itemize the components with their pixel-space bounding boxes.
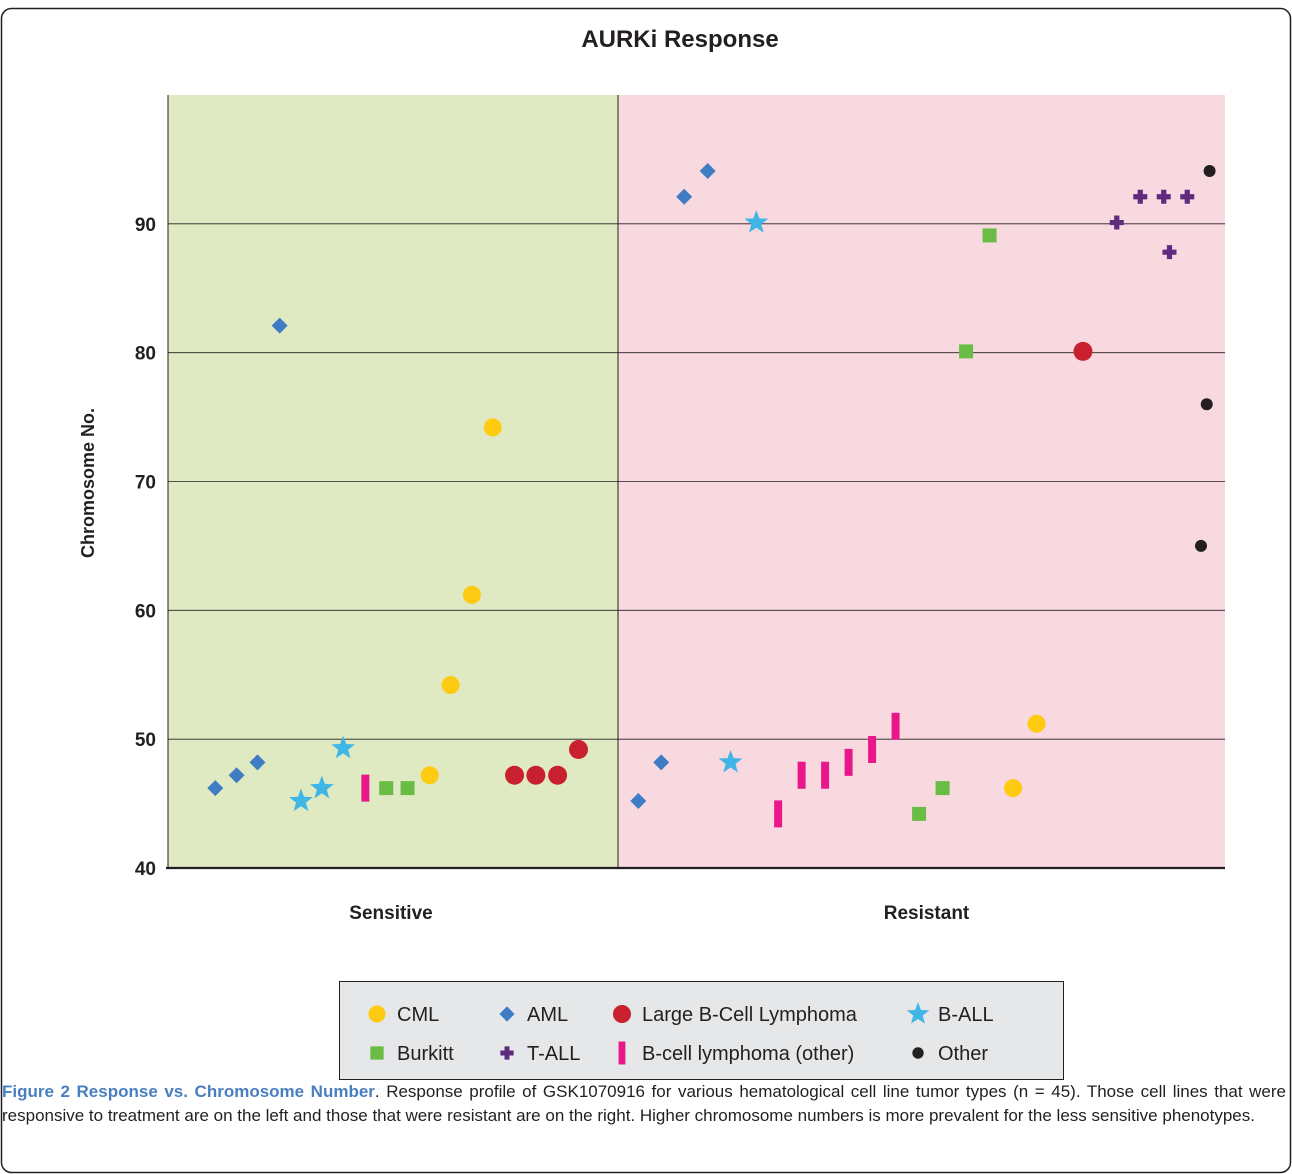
- data-point-burkitt: [982, 228, 997, 243]
- legend-label-b-all: B-ALL: [938, 1004, 994, 1026]
- data-point-burkitt: [935, 781, 950, 796]
- data-point-b-cell-lymphoma-other: [844, 748, 853, 776]
- legend-label-aml: AML: [527, 1004, 568, 1026]
- figure-caption: Figure 2 Response vs. Chromosome Number.…: [2, 1080, 1286, 1128]
- legend-marker-b-cell-lymphoma-other: [618, 1041, 626, 1065]
- y-tick-label: 90: [135, 215, 156, 236]
- data-point-aml: [653, 754, 670, 771]
- plot-area: [167, 95, 1225, 868]
- data-point-aml: [228, 767, 245, 784]
- data-point-large-b-cell-lymphoma: [526, 765, 546, 785]
- data-point-b-cell-lymphoma-other: [774, 800, 783, 828]
- data-point-b-all: [309, 775, 334, 799]
- data-point-t-all: [1156, 189, 1171, 204]
- y-tick-label: 40: [135, 859, 156, 880]
- caption-title: Figure 2 Response vs. Chromosome Number: [2, 1082, 375, 1101]
- legend-marker-t-all: [500, 1046, 514, 1060]
- legend-label-large-b-cell-lymphoma: Large B-Cell Lymphoma: [642, 1004, 858, 1026]
- legend-marker-b-all: [906, 1002, 930, 1024]
- data-point-t-all: [1162, 245, 1177, 260]
- data-point-cml: [420, 766, 439, 785]
- data-point-b-all: [289, 788, 313, 812]
- data-point-other: [1200, 398, 1213, 411]
- y-tick-label: 60: [135, 601, 156, 622]
- data-point-large-b-cell-lymphoma: [1073, 341, 1093, 361]
- data-point-b-cell-lymphoma-other: [891, 712, 900, 740]
- data-point-aml: [676, 188, 693, 205]
- legend-marker-cml: [368, 1005, 386, 1023]
- data-point-b-cell-lymphoma-other: [868, 735, 877, 763]
- group-label-sensitive: Sensitive: [349, 903, 432, 924]
- y-axis-label: Chromosome No.: [78, 408, 98, 558]
- data-point-large-b-cell-lymphoma: [548, 765, 568, 785]
- data-point-b-cell-lymphoma-other: [797, 761, 806, 789]
- data-point-b-all: [744, 210, 769, 233]
- data-point-cml: [483, 418, 502, 437]
- legend-marker-large-b-cell-lymphoma: [612, 1004, 632, 1024]
- data-point-b-cell-lymphoma-other: [821, 761, 830, 789]
- y-axis: 40 50 60 70 80 90: [135, 215, 1225, 880]
- data-point-burkitt: [959, 344, 974, 359]
- legend-marker-other: [912, 1047, 924, 1059]
- data-point-large-b-cell-lymphoma: [505, 765, 525, 785]
- data-point-cml: [1004, 779, 1023, 798]
- data-point-b-cell-lymphoma-other: [361, 774, 370, 802]
- caption-text: . Response profile of GSK1070916 for var…: [2, 1082, 1286, 1125]
- legend-marker-aml: [499, 1006, 515, 1022]
- data-point-aml: [207, 780, 224, 797]
- y-tick-label: 50: [135, 730, 156, 751]
- legend-label-b-cell-lymphoma-other: B-cell lymphoma (other): [642, 1043, 854, 1065]
- y-tick-label: 80: [135, 344, 156, 365]
- data-point-t-all: [1109, 215, 1124, 230]
- data-point-burkitt: [912, 806, 927, 821]
- legend-box: [339, 981, 1064, 1080]
- group-label-resistant: Resistant: [884, 903, 970, 924]
- y-tick-label: 70: [135, 473, 156, 494]
- data-point-large-b-cell-lymphoma: [568, 739, 588, 759]
- data-point-aml: [630, 793, 647, 810]
- data-point-other: [1195, 539, 1207, 552]
- legend: CML AML Large B-Cell Lymphoma B-ALL Burkitt T…: [339, 981, 1064, 1080]
- data-points: [207, 163, 1216, 828]
- data-point-aml: [271, 317, 288, 334]
- data-point-t-all: [1180, 189, 1195, 204]
- data-point-b-all: [331, 735, 356, 759]
- data-point-cml: [462, 585, 481, 604]
- data-point-cml: [441, 676, 460, 695]
- data-point-burkitt: [379, 781, 394, 796]
- chart-title: AURKi Response: [581, 26, 778, 53]
- data-point-aml: [699, 163, 716, 180]
- x-axis-group-labels: Sensitive Resistant: [349, 903, 970, 924]
- data-point-b-all: [718, 749, 743, 773]
- legend-label-burkitt: Burkitt: [397, 1043, 454, 1065]
- legend-label-cml: CML: [397, 1004, 439, 1026]
- data-point-cml: [1027, 714, 1046, 733]
- legend-marker-burkitt: [370, 1046, 384, 1060]
- data-point-aml: [249, 754, 266, 771]
- legend-label-other: Other: [938, 1043, 988, 1065]
- data-point-t-all: [1133, 189, 1148, 204]
- data-point-other: [1203, 165, 1216, 178]
- legend-label-t-all: T-ALL: [527, 1043, 580, 1065]
- data-point-burkitt: [400, 781, 415, 796]
